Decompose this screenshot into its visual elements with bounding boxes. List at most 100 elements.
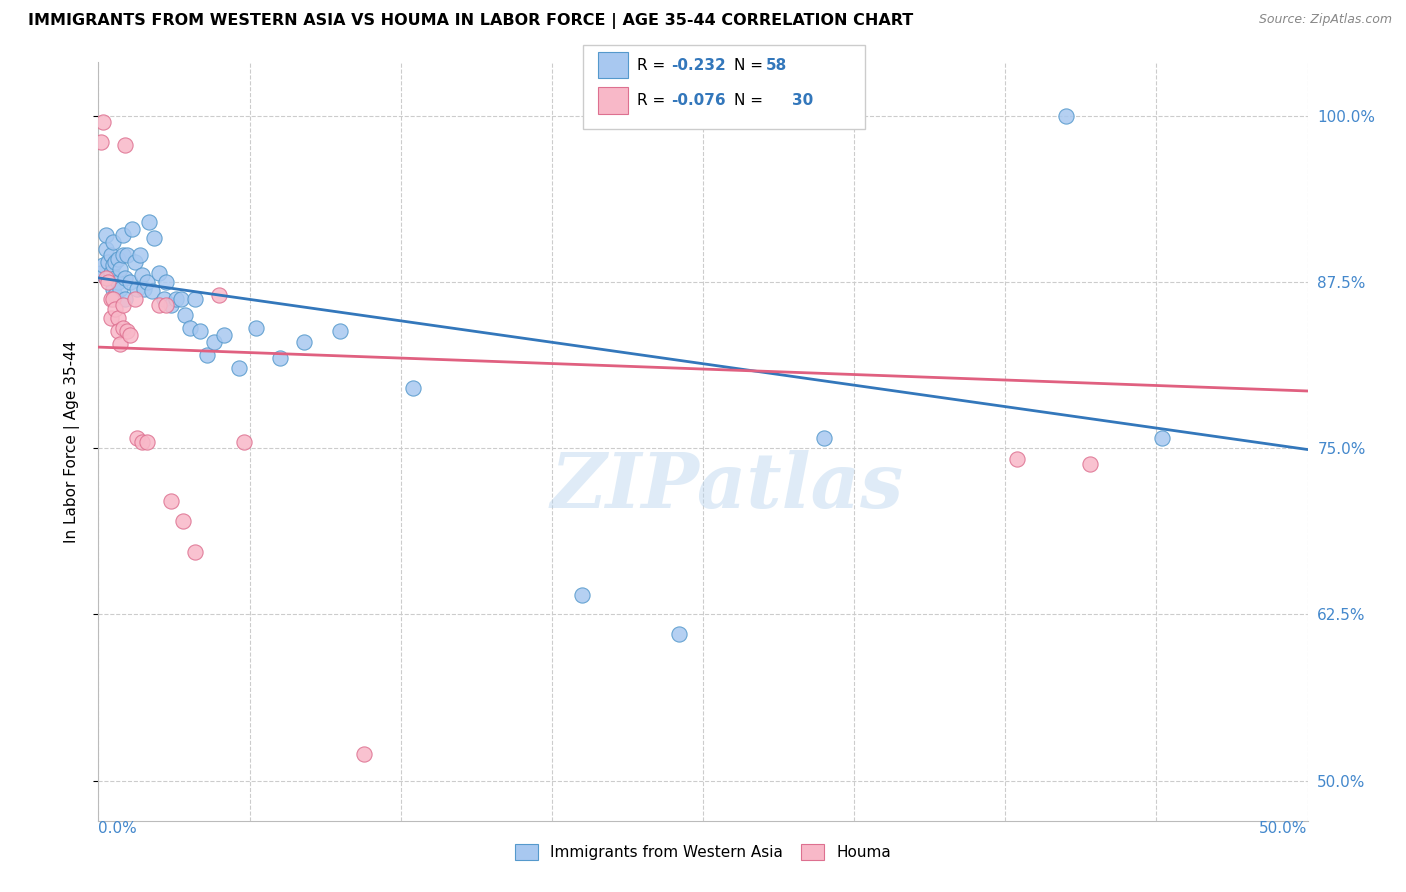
Point — [668, 627, 690, 641]
Point — [165, 292, 187, 306]
Point — [152, 292, 174, 306]
Point — [111, 228, 134, 243]
Point — [269, 351, 291, 365]
Point — [208, 288, 231, 302]
Point — [117, 324, 139, 338]
Point — [107, 324, 129, 338]
Point — [131, 268, 153, 283]
Point — [108, 337, 131, 351]
Point — [94, 242, 117, 256]
Point — [131, 434, 153, 449]
Point — [91, 258, 114, 272]
Point — [100, 266, 122, 280]
Point — [111, 248, 134, 262]
Point — [228, 361, 250, 376]
Point — [155, 275, 177, 289]
Point — [97, 275, 120, 289]
Point — [184, 292, 207, 306]
Point — [107, 310, 129, 325]
Point — [101, 292, 124, 306]
Point — [571, 587, 593, 601]
Point — [104, 271, 127, 285]
Text: 58: 58 — [766, 58, 787, 72]
Point — [124, 292, 146, 306]
Point — [148, 266, 170, 280]
Point — [100, 310, 122, 325]
Point — [1007, 451, 1029, 466]
Point — [135, 275, 157, 289]
Point — [292, 334, 315, 349]
Point — [135, 434, 157, 449]
Point — [101, 282, 124, 296]
Text: 50.0%: 50.0% — [1260, 821, 1308, 836]
Point — [94, 228, 117, 243]
Point — [128, 248, 150, 262]
Point — [111, 297, 134, 311]
Point — [111, 321, 134, 335]
Point — [148, 297, 170, 311]
Point — [184, 545, 207, 559]
Point — [127, 431, 149, 445]
Point — [104, 301, 127, 316]
Point — [204, 334, 226, 349]
Text: N =: N = — [734, 58, 768, 72]
Point — [174, 308, 197, 322]
Point — [160, 297, 183, 311]
Point — [813, 431, 835, 445]
Text: IMMIGRANTS FROM WESTERN ASIA VS HOUMA IN LABOR FORCE | AGE 35-44 CORRELATION CHA: IMMIGRANTS FROM WESTERN ASIA VS HOUMA IN… — [28, 13, 914, 29]
Point — [108, 261, 131, 276]
Point — [118, 328, 141, 343]
Point — [353, 747, 375, 761]
Point — [245, 321, 267, 335]
Point — [108, 282, 131, 296]
Point — [121, 221, 143, 235]
Point — [100, 292, 122, 306]
Text: -0.232: -0.232 — [671, 58, 725, 72]
Point — [101, 235, 124, 249]
Point — [1054, 109, 1077, 123]
Point — [402, 381, 425, 395]
Point — [107, 252, 129, 267]
Text: 30: 30 — [792, 94, 813, 108]
Point — [188, 324, 211, 338]
Point — [1078, 457, 1101, 471]
Point — [104, 255, 127, 269]
Legend: Immigrants from Western Asia, Houma: Immigrants from Western Asia, Houma — [509, 838, 897, 866]
Point — [127, 282, 149, 296]
Text: R =: R = — [637, 94, 671, 108]
Text: 0.0%: 0.0% — [98, 821, 138, 836]
Point — [212, 328, 235, 343]
Point — [169, 292, 191, 306]
Point — [118, 275, 141, 289]
Point — [195, 348, 218, 362]
Point — [107, 275, 129, 289]
Point — [90, 266, 112, 280]
Point — [97, 255, 120, 269]
Point — [1152, 431, 1174, 445]
Point — [104, 288, 127, 302]
Point — [134, 282, 156, 296]
Point — [155, 297, 177, 311]
Y-axis label: In Labor Force | Age 35-44: In Labor Force | Age 35-44 — [65, 341, 80, 542]
Point — [124, 255, 146, 269]
Text: ZIPatlas: ZIPatlas — [551, 450, 904, 524]
Text: N =: N = — [734, 94, 768, 108]
Text: Source: ZipAtlas.com: Source: ZipAtlas.com — [1258, 13, 1392, 27]
Point — [101, 258, 124, 272]
Point — [114, 271, 136, 285]
Point — [114, 292, 136, 306]
Point — [329, 324, 352, 338]
Text: R =: R = — [637, 58, 671, 72]
Point — [94, 271, 117, 285]
Point — [114, 137, 136, 152]
Point — [90, 135, 112, 149]
Point — [117, 248, 139, 262]
Text: -0.076: -0.076 — [671, 94, 725, 108]
Point — [172, 514, 194, 528]
Point — [91, 115, 114, 129]
Point — [97, 271, 120, 285]
Point — [160, 494, 183, 508]
Point — [138, 215, 160, 229]
Point — [143, 231, 166, 245]
Point — [232, 434, 254, 449]
